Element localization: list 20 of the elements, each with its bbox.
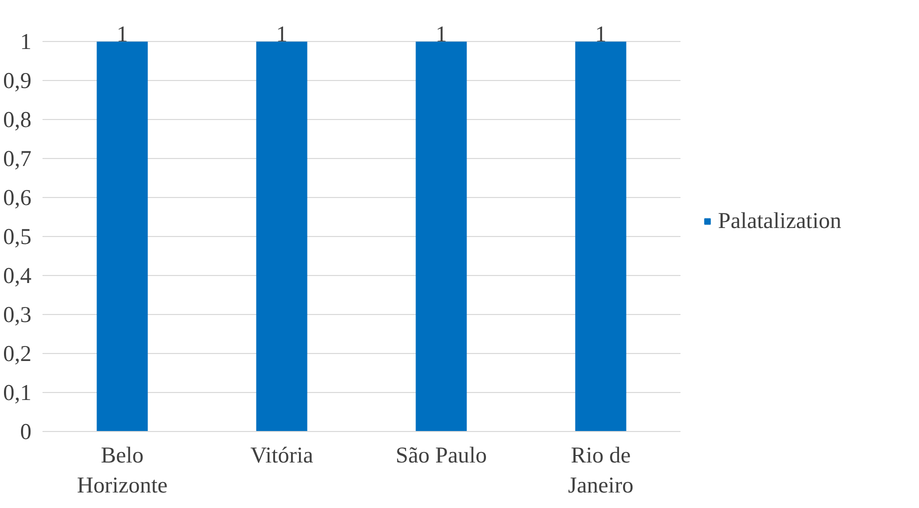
data-label: 1 [116, 22, 128, 47]
legend-label: Palatalization [718, 208, 842, 234]
y-tick-label: 0,2 [3, 341, 32, 366]
x-tick-label: Rio de Janeiro [568, 442, 634, 498]
y-tick-label: 1 [20, 29, 32, 54]
data-label: 1 [436, 22, 447, 47]
x-tick-label: São Paulo [396, 442, 487, 468]
y-tick-label: 0 [20, 419, 32, 444]
data-label: 1 [276, 22, 288, 47]
y-tick-label: 0,3 [3, 302, 32, 328]
data-label: 1 [595, 22, 606, 47]
y-tick-label: 0,7 [3, 146, 32, 172]
y-tick-label: 0,1 [3, 380, 32, 406]
x-tick-label: Vitória [250, 442, 314, 468]
y-tick-label: 0,8 [3, 107, 32, 132]
x-tick-label: Belo Horizonte [76, 442, 168, 498]
y-tick-label: 0,9 [3, 68, 32, 94]
y-tick-label: 0,6 [3, 185, 32, 210]
y-tick-label: 0,5 [3, 224, 32, 250]
y-tick-label: 0,4 [3, 263, 32, 288]
